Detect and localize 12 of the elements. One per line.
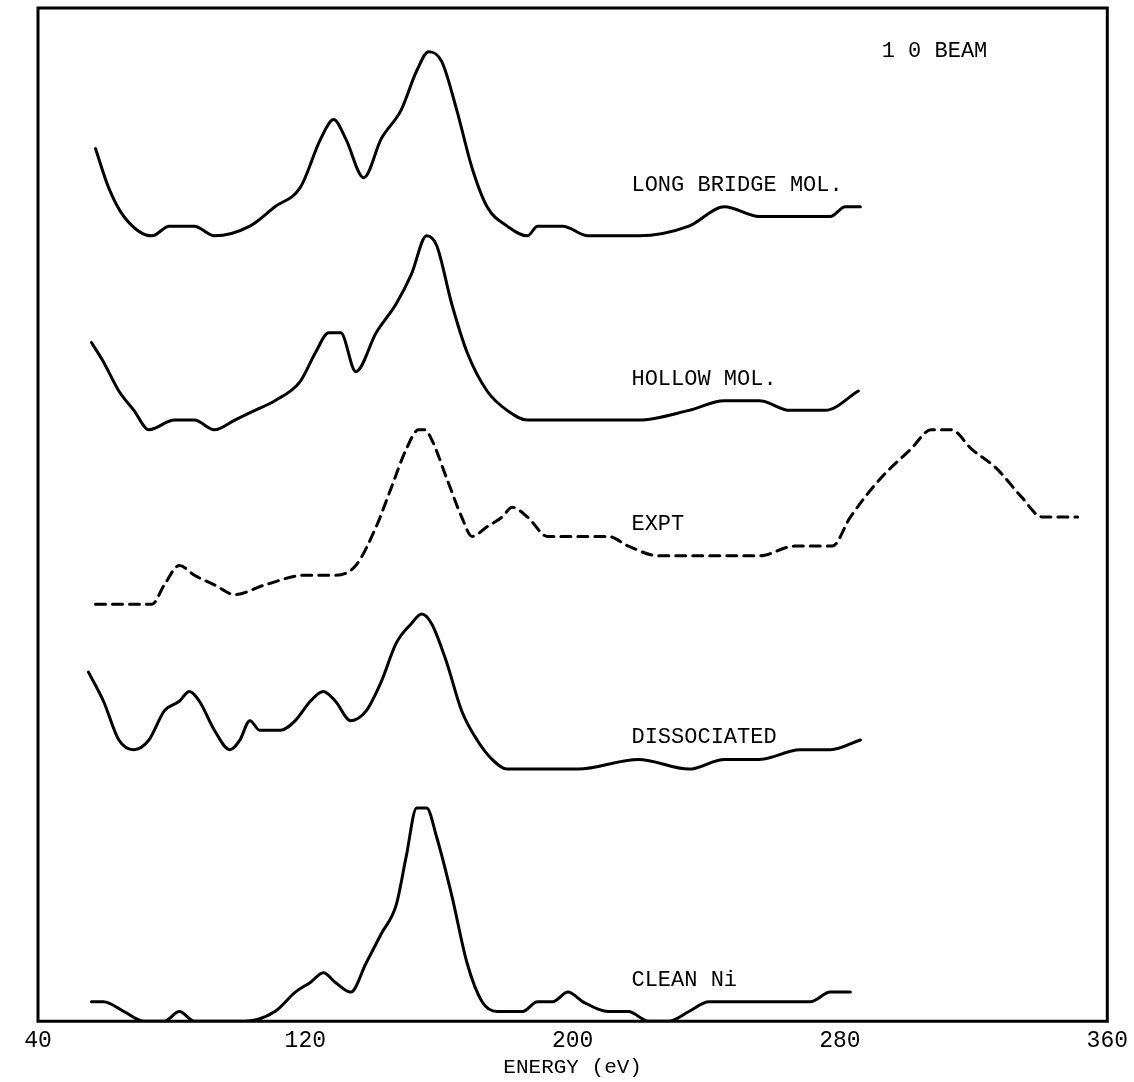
x-tick-label: 120	[284, 1028, 327, 1055]
x-tick-label: 280	[819, 1028, 861, 1055]
series-label: EXPT	[631, 512, 685, 538]
series-label: DISSOCIATED	[631, 725, 777, 751]
x-tick-label: 40	[24, 1028, 52, 1055]
series-label: LONG BRIDGE MOL.	[631, 172, 843, 198]
series-label: HOLLOW MOL.	[631, 366, 777, 392]
series-label: CLEAN Ni	[631, 967, 738, 993]
x-axis-title: ENERGY (eV)	[503, 1055, 642, 1079]
chart-title: 1 0 BEAM	[881, 38, 988, 64]
x-tick-label: 200	[551, 1028, 594, 1055]
x-tick-label: 360	[1086, 1028, 1129, 1055]
